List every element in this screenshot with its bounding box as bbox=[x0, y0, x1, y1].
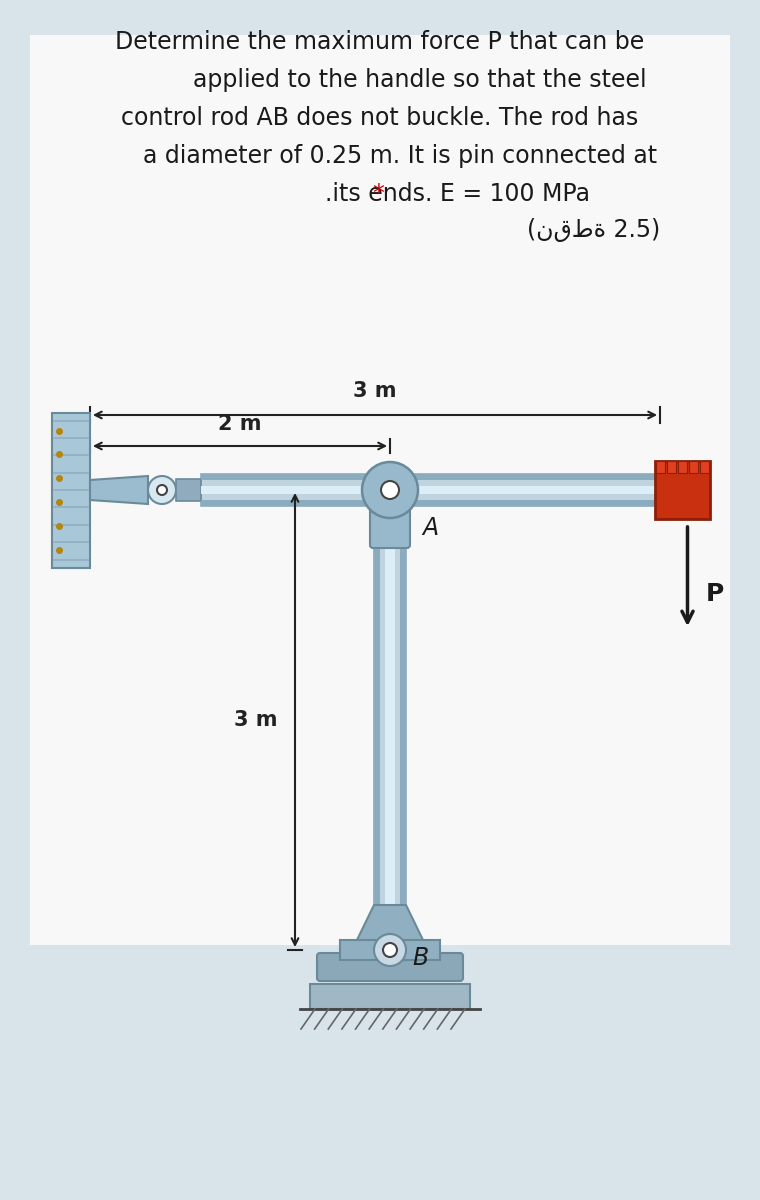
FancyBboxPatch shape bbox=[656, 461, 665, 473]
Circle shape bbox=[148, 476, 176, 504]
FancyBboxPatch shape bbox=[655, 461, 710, 518]
FancyBboxPatch shape bbox=[374, 540, 380, 905]
Circle shape bbox=[374, 934, 406, 966]
FancyBboxPatch shape bbox=[317, 953, 463, 982]
FancyBboxPatch shape bbox=[30, 35, 730, 946]
FancyBboxPatch shape bbox=[700, 461, 709, 473]
Text: *: * bbox=[372, 182, 392, 206]
Text: 2 m: 2 m bbox=[218, 414, 261, 434]
Text: a diameter of 0.25 m. It is pin connected at: a diameter of 0.25 m. It is pin connecte… bbox=[143, 144, 657, 168]
Text: .its ends. E = 100 MPa: .its ends. E = 100 MPa bbox=[325, 182, 590, 206]
Circle shape bbox=[381, 481, 399, 499]
Polygon shape bbox=[356, 905, 424, 942]
Text: (نقطة 2.5): (نقطة 2.5) bbox=[527, 218, 660, 242]
FancyBboxPatch shape bbox=[374, 540, 406, 905]
Text: A: A bbox=[422, 516, 438, 540]
Text: 3 m: 3 m bbox=[233, 710, 277, 730]
FancyBboxPatch shape bbox=[400, 540, 406, 905]
FancyBboxPatch shape bbox=[689, 461, 698, 473]
FancyBboxPatch shape bbox=[667, 461, 676, 473]
Text: B: B bbox=[412, 946, 428, 970]
FancyBboxPatch shape bbox=[678, 461, 687, 473]
Circle shape bbox=[362, 462, 418, 518]
Text: P: P bbox=[705, 582, 724, 606]
Circle shape bbox=[383, 943, 397, 958]
Text: 3 m: 3 m bbox=[353, 382, 397, 401]
Text: Determine the maximum force P that can be: Determine the maximum force P that can b… bbox=[116, 30, 644, 54]
Polygon shape bbox=[90, 476, 148, 504]
Circle shape bbox=[157, 485, 167, 494]
FancyBboxPatch shape bbox=[52, 413, 90, 568]
FancyBboxPatch shape bbox=[370, 487, 410, 548]
Text: applied to the handle so that the steel: applied to the handle so that the steel bbox=[193, 68, 647, 92]
FancyBboxPatch shape bbox=[201, 500, 660, 506]
FancyBboxPatch shape bbox=[201, 474, 660, 506]
FancyBboxPatch shape bbox=[310, 984, 470, 1009]
FancyBboxPatch shape bbox=[340, 940, 440, 960]
Text: control rod AB does not buckle. The rod has: control rod AB does not buckle. The rod … bbox=[122, 106, 638, 130]
FancyBboxPatch shape bbox=[385, 540, 395, 905]
FancyBboxPatch shape bbox=[201, 474, 660, 480]
FancyBboxPatch shape bbox=[176, 479, 201, 502]
FancyBboxPatch shape bbox=[201, 486, 660, 494]
